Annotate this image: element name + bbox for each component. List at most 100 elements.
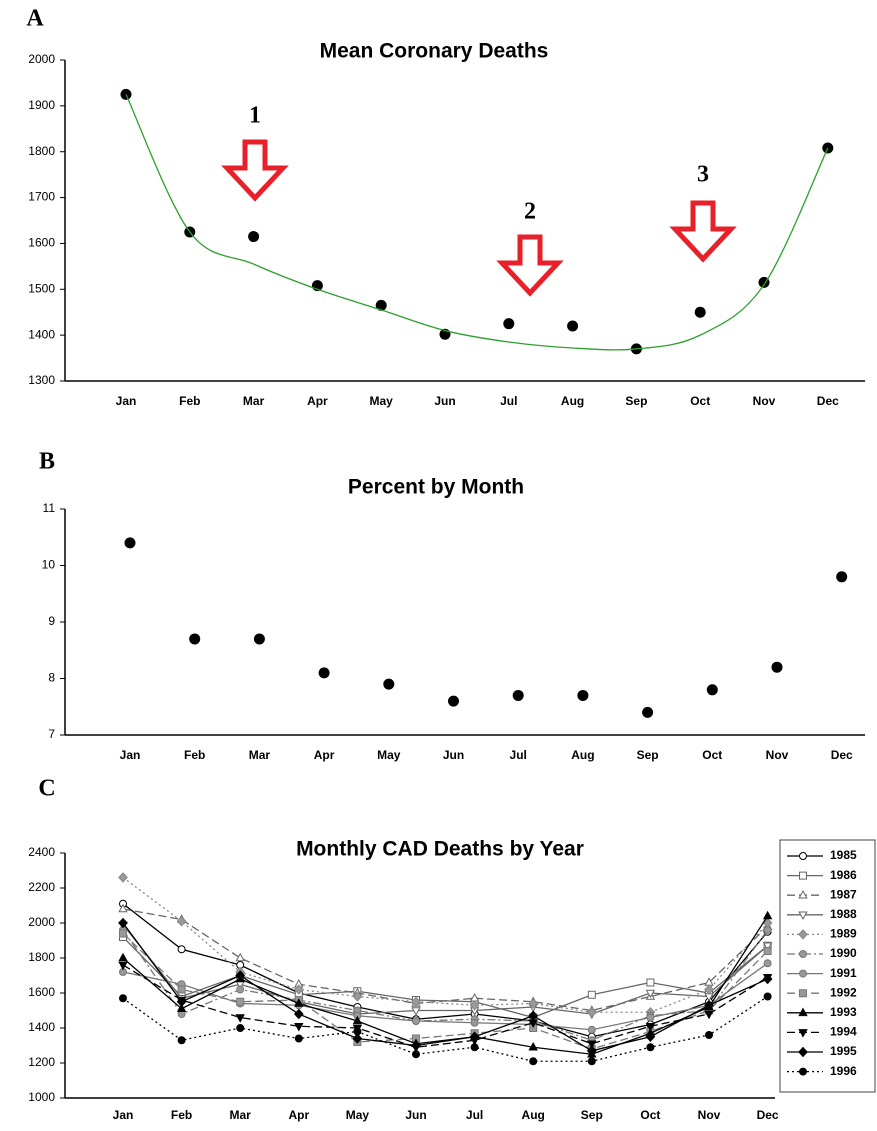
chart: B Percent by Month 7 8 9 10 11 Jan Feb Mar Apr May J… — [39, 449, 865, 762]
legend-marker — [798, 911, 808, 921]
panel-label: B — [39, 449, 55, 475]
legend-marker — [799, 989, 807, 998]
y-tick-label: 2000 — [28, 52, 55, 66]
marker — [118, 952, 128, 962]
marker — [646, 1013, 655, 1022]
x-tick-label: Nov — [753, 394, 776, 408]
annotation: 1 — [249, 103, 261, 129]
y-tick-label: 2200 — [28, 880, 55, 894]
marker — [177, 985, 186, 994]
x-tick-label: Oct — [690, 394, 710, 408]
legend-label: 1990 — [830, 946, 857, 960]
marker — [119, 994, 127, 1003]
marker — [294, 998, 304, 1007]
marker — [587, 1057, 596, 1066]
x-tick-label: Nov — [698, 1108, 721, 1122]
point — [512, 689, 524, 701]
legend-marker — [799, 969, 807, 978]
marker — [235, 952, 245, 962]
marker — [118, 961, 128, 971]
y-tick-label: 1000 — [28, 1090, 55, 1104]
marker — [646, 1043, 655, 1052]
y-tick-label: 10 — [42, 558, 56, 572]
x-tick-label: Sep — [637, 748, 659, 762]
y-tick-label: 11 — [43, 501, 56, 515]
marker — [529, 1057, 538, 1066]
marker — [235, 1014, 245, 1023]
point — [124, 537, 136, 549]
legend: 1985 1986 1987 1988 1989 1990 1991 1992 1993 1994… — [779, 839, 876, 1093]
marker — [704, 999, 714, 1011]
legend-marker — [799, 871, 807, 880]
point — [503, 318, 515, 330]
x-tick-label: Feb — [179, 394, 200, 408]
point — [189, 633, 201, 645]
legend-label: 1993 — [830, 1005, 857, 1019]
legend-label: 1986 — [830, 868, 857, 882]
series-line — [122, 995, 768, 1062]
x-tick-label: Mar — [230, 1108, 252, 1122]
legend-label: 1989 — [830, 927, 857, 941]
y-tick-label: 1600 — [28, 985, 55, 999]
panel-label: C — [38, 776, 55, 802]
x-tick-label: Apr — [288, 1108, 309, 1122]
y-tick-label: 1300 — [28, 373, 55, 387]
marker — [469, 1031, 480, 1043]
x-tick-label: Nov — [766, 748, 789, 762]
marker — [352, 1033, 363, 1044]
x-tick-label: May — [377, 748, 401, 762]
x-tick-label: Feb — [171, 1108, 192, 1122]
y-tick-label: 1800 — [28, 144, 55, 158]
marker — [762, 910, 773, 920]
x-tick-label: Jul — [466, 1108, 483, 1122]
marker — [236, 985, 245, 994]
point — [577, 689, 589, 701]
marker — [763, 947, 772, 955]
chart-title: Percent by Month — [348, 476, 524, 499]
chart-title: Monthly CAD Deaths by Year — [296, 838, 584, 861]
x-tick-label: Oct — [702, 748, 722, 762]
marker — [118, 872, 128, 883]
annotation: 3 — [697, 162, 709, 188]
x-tick-label: Sep — [625, 394, 647, 408]
legend-label: 1985 — [830, 848, 857, 862]
marker — [705, 1031, 713, 1039]
marker — [470, 1018, 479, 1027]
point — [567, 320, 579, 332]
x-tick-label: Aug — [571, 748, 594, 762]
marker — [587, 1025, 596, 1034]
marker — [412, 1034, 420, 1043]
marker — [235, 970, 246, 981]
marker — [176, 996, 187, 1008]
marker — [645, 989, 656, 999]
marker — [704, 984, 714, 995]
marker — [704, 1010, 714, 1020]
arrow — [669, 200, 737, 263]
marker — [645, 1022, 656, 1032]
series-line — [122, 915, 769, 1055]
legend-label: 1987 — [830, 887, 857, 901]
marker — [293, 984, 304, 995]
x-tick-label: Jul — [500, 394, 517, 408]
y-tick-label: 8 — [48, 671, 55, 685]
x-tick-label: Aug — [561, 394, 584, 408]
y-tick-label: 1700 — [28, 190, 55, 204]
point — [253, 633, 265, 645]
marker — [586, 1045, 597, 1057]
marker — [176, 915, 187, 927]
marker — [763, 959, 772, 968]
marker — [763, 926, 772, 934]
marker — [177, 945, 186, 954]
marker — [645, 1031, 656, 1043]
series-line — [122, 922, 768, 1052]
y-tick-label: 1600 — [28, 236, 55, 250]
legend-label: 1992 — [830, 985, 857, 999]
x-tick-label: Sep — [581, 1108, 603, 1122]
legend-marker — [799, 852, 807, 860]
marker — [411, 1007, 421, 1016]
marker — [352, 991, 363, 1002]
point — [822, 142, 834, 154]
x-tick-label: Jul — [510, 748, 527, 762]
marker — [236, 997, 245, 1006]
